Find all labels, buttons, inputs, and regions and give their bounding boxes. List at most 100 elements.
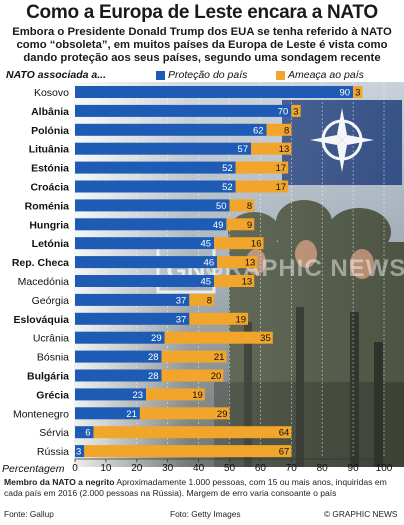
- bar-protection: [75, 199, 230, 212]
- x-tick-label: 80: [317, 463, 329, 472]
- category-label: Albânia: [31, 106, 69, 118]
- value-label-threat: 13: [279, 144, 290, 155]
- value-label-protection: 50: [216, 201, 227, 212]
- footnote: Membro da NATO a negrito Aproximadamente…: [4, 477, 400, 498]
- category-label: Kosovo: [34, 87, 69, 99]
- value-label-protection: 28: [148, 371, 159, 382]
- bar-threat: [226, 218, 255, 231]
- bar-threat: [229, 199, 255, 212]
- bar-protection: [75, 161, 236, 174]
- value-label-threat: 8: [284, 125, 289, 136]
- value-label-protection: 90: [340, 88, 351, 99]
- category-label: Grécia: [36, 389, 69, 401]
- category-label: Hungria: [29, 219, 69, 231]
- bar-threat: [235, 161, 289, 174]
- bar-threat: [353, 86, 363, 98]
- photo-credit: Foto: Getty Images: [170, 509, 241, 519]
- bar-threat: [161, 350, 227, 363]
- value-label-threat: 20: [211, 371, 222, 382]
- category-label: Rússia: [37, 446, 69, 458]
- footnote-text: Aproximadamente 1.000 pessoas, com 15 ou…: [4, 477, 387, 498]
- bar-threat: [84, 445, 292, 458]
- bar-threat: [93, 426, 292, 439]
- value-label-protection: 6: [85, 428, 90, 439]
- value-label-threat: 64: [279, 428, 290, 439]
- bar-threat: [189, 293, 215, 306]
- x-tick-label: 40: [193, 463, 205, 472]
- value-label-threat: 67: [279, 447, 290, 458]
- source-credit: Fonte: Gallup: [4, 509, 54, 519]
- value-label-protection: 21: [126, 409, 137, 420]
- value-label-threat: 9: [247, 220, 252, 231]
- value-label-protection: 46: [204, 258, 215, 269]
- value-label-threat: 16: [251, 239, 262, 250]
- category-label: Bulgária: [27, 371, 69, 383]
- bar-threat: [146, 388, 205, 401]
- value-label-threat: 17: [276, 182, 287, 193]
- bar-protection: [75, 256, 218, 269]
- x-tick-label: 100: [376, 463, 393, 472]
- bar-protection: [75, 237, 215, 250]
- x-tick-label: 30: [162, 463, 174, 472]
- value-label-threat: 3: [293, 106, 298, 117]
- bar-protection: [75, 426, 94, 439]
- value-label-protection: 29: [151, 333, 162, 344]
- bar-threat: [266, 123, 292, 136]
- category-label: Eslováquia: [14, 314, 70, 326]
- bar-protection: [75, 350, 162, 363]
- value-label-protection: 37: [176, 295, 187, 306]
- bar-threat: [164, 331, 273, 344]
- legend-caption: NATO associada a...: [6, 69, 106, 81]
- bar-protection: [75, 369, 162, 382]
- category-label: Ucrânia: [33, 333, 69, 345]
- value-label-threat: 3: [355, 88, 360, 99]
- bar-threat: [235, 180, 289, 193]
- value-label-protection: 3: [76, 447, 81, 458]
- bar-threat: [291, 104, 301, 117]
- legend-swatch-threat: [276, 71, 285, 80]
- category-label: Geórgia: [32, 295, 70, 307]
- legend-swatch-protection: [156, 71, 165, 80]
- category-label: Croácia: [30, 182, 69, 194]
- value-label-threat: 13: [245, 258, 256, 269]
- x-tick-label: 0: [72, 463, 78, 472]
- value-label-threat: 29: [217, 409, 228, 420]
- x-tick-label: 70: [286, 463, 298, 472]
- bar-threat: [214, 275, 255, 287]
- value-label-protection: 57: [238, 144, 249, 155]
- value-label-protection: 49: [213, 220, 224, 231]
- category-label: Polónia: [31, 125, 69, 137]
- value-label-protection: 70: [278, 106, 289, 117]
- bar-protection: [75, 312, 190, 325]
- bar-threat: [251, 142, 292, 155]
- bar-threat: [161, 369, 224, 382]
- legend-label-protection: Proteção do país: [168, 69, 248, 81]
- x-tick-label: 90: [348, 463, 360, 472]
- value-label-threat: 8: [207, 295, 212, 306]
- value-label-threat: 35: [260, 333, 271, 344]
- value-label-threat: 8: [247, 201, 252, 212]
- bar-protection: [75, 104, 292, 117]
- category-label: Letónia: [32, 238, 69, 250]
- bar-protection: [75, 86, 354, 98]
- x-axis-caption: Percentagem: [2, 463, 65, 475]
- category-label: Sérvia: [39, 427, 69, 439]
- bar-threat: [214, 237, 264, 250]
- x-tick-label: 20: [131, 463, 143, 472]
- value-label-threat: 17: [276, 163, 287, 174]
- chart-subtitle: Embora o Presidente Donald Trump dos EUA…: [12, 26, 392, 64]
- bar-protection: [75, 123, 267, 136]
- bar-protection: [75, 180, 236, 193]
- value-label-threat: 13: [242, 277, 253, 288]
- footnote-bold: Membro da NATO a negrito: [4, 477, 115, 487]
- copyright-credit: © GRAPHIC NEWS: [324, 509, 398, 519]
- bar-protection: [75, 142, 252, 155]
- bar-protection: [75, 445, 85, 458]
- value-label-protection: 23: [132, 390, 143, 401]
- category-label: Macedónia: [18, 276, 70, 288]
- category-label: Roménia: [25, 200, 70, 212]
- bar-protection: [75, 275, 215, 287]
- x-tick-label: 60: [255, 463, 267, 472]
- category-label: Montenegro: [13, 408, 69, 420]
